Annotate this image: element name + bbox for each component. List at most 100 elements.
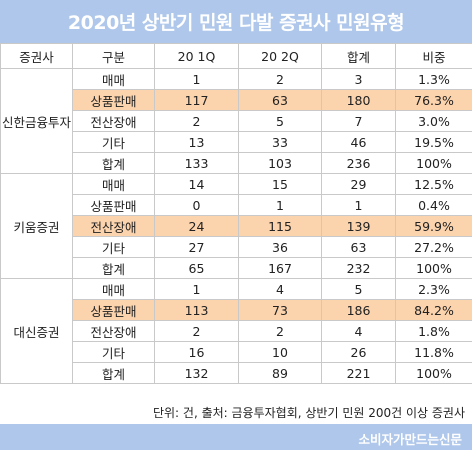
- company-name: 대신증권: [0, 278, 73, 384]
- total-count-cell: 7: [321, 110, 396, 132]
- share-percent-cell: 12.5%: [395, 173, 472, 195]
- total-count-cell: 5: [321, 278, 396, 300]
- table-row: 키움증권 매매 14 15 29 12.5%: [0, 173, 472, 279]
- share-percent-cell: 1.3%: [395, 68, 472, 90]
- total-count-cell: 232: [321, 257, 396, 279]
- header-company: 증권사: [0, 43, 73, 69]
- q1-count-cell: 2: [154, 320, 239, 342]
- complaint-type-cell: 합계: [72, 257, 155, 279]
- q1-count-cell: 113: [154, 299, 239, 321]
- total-count-cell: 139: [321, 215, 396, 237]
- q1-count-cell: 2: [154, 110, 239, 132]
- complaint-type-cell: 기타: [72, 131, 155, 153]
- q1-count-cell: 24: [154, 215, 239, 237]
- share-percent-cell: 11.8%: [395, 341, 472, 363]
- q2-count-cell: 36: [238, 236, 322, 258]
- total-count-cell: 1: [321, 194, 396, 216]
- table-row: 기타 16 10 26 11.8%: [1, 341, 472, 363]
- company-name: 신한금융투자: [0, 68, 73, 174]
- q2-count-cell: 4: [238, 278, 322, 300]
- complaint-type-cell: 상품판매: [72, 299, 155, 321]
- q2-count-cell: 63: [238, 89, 322, 111]
- header-row: 증권사 구분 20 1Q 20 2Q 합계 비중: [0, 43, 472, 69]
- share-percent-cell: 76.3%: [395, 89, 472, 111]
- table-row: 기타 13 33 46 19.5%: [1, 131, 472, 153]
- total-count-cell: 180: [321, 89, 396, 111]
- table-row: 전산장애 2 5 7 3.0%: [1, 110, 472, 132]
- total-count-cell: 4: [321, 320, 396, 342]
- total-count-cell: 221: [321, 362, 396, 384]
- complaint-type-cell: 전산장애: [72, 110, 155, 132]
- table-row: 신한금융투자 매매 1 2 3 1.3%: [0, 68, 472, 174]
- complaint-type-cell: 기타: [72, 341, 155, 363]
- total-count-cell: 46: [321, 131, 396, 153]
- share-percent-cell: 1.8%: [395, 320, 472, 342]
- share-percent-cell: 100%: [395, 362, 472, 384]
- table-body: 신한금융투자 매매 1 2 3 1.3% 상품판매 117 63 180 76.3% 전산장애 2 5 7 3…: [0, 68, 472, 384]
- table-row: 상품판매 113 73 186 84.2%: [1, 299, 472, 321]
- complaint-table: 증권사 구분 20 1Q 20 2Q 합계 비중 신한금융투자 매매 1 2 3 1.3%…: [0, 43, 472, 384]
- share-percent-cell: 27.2%: [395, 236, 472, 258]
- q1-count-cell: 14: [154, 173, 239, 195]
- q1-count-cell: 16: [154, 341, 239, 363]
- complaint-type-cell: 매매: [72, 278, 155, 300]
- complaint-type-cell: 합계: [72, 152, 155, 174]
- table-row: 합계 133 103 236 100%: [1, 152, 472, 174]
- source-footnote: 단위: 건, 출처: 금융투자협회, 상반기 민원 200건 이상 증권사: [152, 406, 465, 420]
- complaint-type-cell: 전산장애: [72, 215, 155, 237]
- share-percent-cell: 100%: [395, 152, 472, 174]
- publisher-credit: 소비자가만드는신문: [358, 432, 462, 447]
- table-row: 대신증권 매매 1 4 5 2.3%: [0, 278, 472, 384]
- header-q1: 20 1Q: [154, 43, 239, 69]
- q2-count-cell: 89: [238, 362, 322, 384]
- q1-count-cell: 65: [154, 257, 239, 279]
- total-count-cell: 186: [321, 299, 396, 321]
- q1-count-cell: 0: [154, 194, 239, 216]
- table-row: 상품판매 117 63 180 76.3%: [1, 89, 472, 111]
- share-percent-cell: 84.2%: [395, 299, 472, 321]
- complaint-type-cell: 기타: [72, 236, 155, 258]
- q2-count-cell: 103: [238, 152, 322, 174]
- q1-count-cell: 1: [154, 68, 239, 90]
- share-percent-cell: 0.4%: [395, 194, 472, 216]
- q1-count-cell: 13: [154, 131, 239, 153]
- q2-count-cell: 2: [238, 68, 322, 90]
- q2-count-cell: 15: [238, 173, 322, 195]
- complaint-type-cell: 상품판매: [72, 194, 155, 216]
- total-count-cell: 236: [321, 152, 396, 174]
- q2-count-cell: 167: [238, 257, 322, 279]
- q2-count-cell: 33: [238, 131, 322, 153]
- header-share: 비중: [395, 43, 472, 69]
- q1-count-cell: 27: [154, 236, 239, 258]
- header-type: 구분: [72, 43, 155, 69]
- complaint-type-cell: 매매: [72, 173, 155, 195]
- footer-bar: 소비자가만드는신문: [0, 424, 472, 450]
- q1-count-cell: 1: [154, 278, 239, 300]
- total-count-cell: 3: [321, 68, 396, 90]
- share-percent-cell: 59.9%: [395, 215, 472, 237]
- complaint-type-cell: 상품판매: [72, 89, 155, 111]
- complaint-type-cell: 합계: [72, 362, 155, 384]
- q2-count-cell: 115: [238, 215, 322, 237]
- figure-title: 2020년 상반기 민원 다발 증권사 민원유형: [0, 0, 472, 43]
- company-name: 키움증권: [0, 173, 73, 279]
- header-total: 합계: [321, 43, 396, 69]
- table-row: 기타 27 36 63 27.2%: [1, 236, 472, 258]
- header-q2: 20 2Q: [238, 43, 322, 69]
- q2-count-cell: 10: [238, 341, 322, 363]
- complaint-type-cell: 전산장애: [72, 320, 155, 342]
- q2-count-cell: 2: [238, 320, 322, 342]
- q1-count-cell: 133: [154, 152, 239, 174]
- table-row: 합계 132 89 221 100%: [1, 362, 472, 384]
- total-count-cell: 26: [321, 341, 396, 363]
- q1-count-cell: 117: [154, 89, 239, 111]
- share-percent-cell: 3.0%: [395, 110, 472, 132]
- total-count-cell: 29: [321, 173, 396, 195]
- q1-count-cell: 132: [154, 362, 239, 384]
- complaint-type-cell: 매매: [72, 68, 155, 90]
- share-percent-cell: 19.5%: [395, 131, 472, 153]
- share-percent-cell: 2.3%: [395, 278, 472, 300]
- q2-count-cell: 5: [238, 110, 322, 132]
- total-count-cell: 63: [321, 236, 396, 258]
